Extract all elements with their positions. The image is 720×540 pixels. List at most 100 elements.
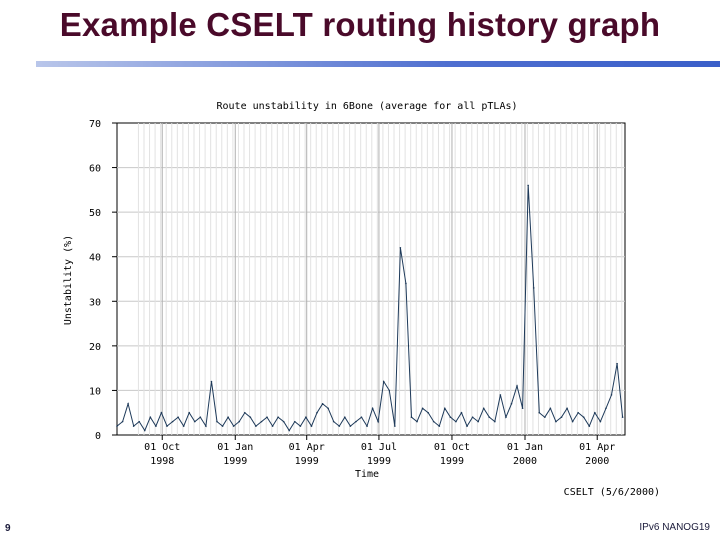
y-tick-label: 60 bbox=[89, 164, 101, 175]
x-tick-label: 01 Jan bbox=[507, 442, 543, 453]
data-point bbox=[566, 407, 568, 410]
x-tick-label: 1998 bbox=[150, 456, 174, 467]
data-point bbox=[299, 425, 302, 427]
data-point bbox=[438, 425, 441, 427]
data-point bbox=[132, 425, 135, 427]
data-point bbox=[349, 425, 352, 427]
x-tick-label: 01 Apr bbox=[579, 442, 615, 453]
data-point bbox=[582, 416, 585, 418]
x-tick-label: 01 Jul bbox=[361, 442, 397, 453]
data-point bbox=[227, 416, 229, 418]
data-point bbox=[155, 425, 157, 427]
data-point bbox=[355, 420, 357, 423]
data-point bbox=[277, 416, 279, 418]
plot-area bbox=[116, 122, 626, 436]
y-tick-label: 50 bbox=[89, 208, 101, 219]
series-line bbox=[116, 185, 624, 432]
data-point bbox=[177, 416, 179, 418]
data-point bbox=[305, 416, 307, 418]
data-point bbox=[338, 425, 341, 427]
data-point bbox=[538, 411, 541, 414]
x-tick-label: 1999 bbox=[440, 456, 464, 467]
data-point bbox=[416, 420, 418, 423]
data-point bbox=[332, 420, 335, 423]
y-axis-label: Unstability (%) bbox=[63, 235, 74, 325]
slide-title: Example CSELT routing history graph bbox=[59, 6, 661, 43]
x-tick-label: 2000 bbox=[513, 456, 537, 467]
data-point bbox=[432, 420, 435, 423]
data-point bbox=[544, 416, 546, 418]
data-point bbox=[344, 416, 346, 418]
data-point bbox=[549, 407, 552, 410]
data-point bbox=[171, 420, 174, 423]
data-point bbox=[449, 416, 452, 418]
data-point bbox=[516, 385, 518, 387]
data-point bbox=[327, 407, 329, 410]
data-point bbox=[599, 420, 602, 423]
data-point bbox=[255, 425, 257, 427]
x-tick-label: 01 Oct bbox=[434, 442, 470, 453]
data-point bbox=[260, 420, 263, 423]
title-divider bbox=[36, 61, 720, 67]
data-point bbox=[138, 420, 141, 423]
footer-text: IPv6 NANOG19 bbox=[639, 522, 710, 533]
data-point bbox=[166, 425, 168, 427]
y-tick-label: 30 bbox=[89, 297, 101, 308]
data-point bbox=[182, 425, 185, 427]
data-point bbox=[143, 429, 146, 432]
data-point bbox=[421, 407, 424, 410]
data-point bbox=[149, 416, 152, 418]
data-point bbox=[288, 429, 291, 432]
data-point bbox=[577, 411, 579, 414]
data-point bbox=[594, 411, 596, 414]
y-tick-label: 10 bbox=[89, 386, 101, 397]
y-tick-label: 20 bbox=[89, 342, 101, 353]
data-point bbox=[188, 411, 191, 414]
x-tick-label: 1999 bbox=[295, 456, 319, 467]
data-point bbox=[238, 420, 241, 423]
x-tick-label: 01 Apr bbox=[289, 442, 325, 453]
data-point bbox=[494, 420, 496, 423]
y-tick-label: 40 bbox=[89, 253, 101, 264]
data-point bbox=[405, 282, 407, 285]
data-point bbox=[588, 425, 591, 427]
data-point bbox=[410, 416, 413, 418]
data-point bbox=[216, 420, 218, 423]
data-point bbox=[266, 416, 268, 418]
data-point bbox=[377, 420, 379, 423]
data-point bbox=[427, 411, 429, 414]
data-point bbox=[371, 407, 374, 410]
data-point bbox=[321, 403, 324, 405]
data-point bbox=[399, 247, 402, 249]
data-point bbox=[521, 407, 524, 410]
data-point bbox=[294, 420, 296, 423]
data-point bbox=[471, 416, 474, 418]
data-point bbox=[116, 425, 118, 427]
data-point bbox=[621, 416, 624, 418]
x-tick-label: 1999 bbox=[367, 456, 391, 467]
data-point bbox=[205, 425, 207, 427]
point-layer bbox=[116, 184, 624, 432]
data-point bbox=[221, 425, 224, 427]
data-point bbox=[388, 389, 391, 392]
data-point bbox=[243, 411, 246, 414]
data-point bbox=[555, 420, 557, 423]
data-point bbox=[510, 403, 513, 405]
data-point bbox=[360, 416, 363, 418]
data-point bbox=[477, 420, 479, 423]
data-point bbox=[316, 411, 318, 414]
data-point bbox=[232, 425, 235, 427]
data-point bbox=[466, 425, 468, 427]
data-point bbox=[505, 416, 507, 418]
slide-number: 9 bbox=[5, 523, 11, 534]
data-point bbox=[527, 184, 529, 187]
data-point bbox=[366, 425, 368, 427]
data-point bbox=[199, 416, 202, 418]
data-point bbox=[382, 380, 385, 383]
data-point bbox=[394, 425, 396, 427]
data-point bbox=[499, 394, 502, 396]
data-point bbox=[488, 416, 491, 418]
x-tick-label: 2000 bbox=[585, 456, 609, 467]
grid-layer bbox=[117, 123, 625, 435]
